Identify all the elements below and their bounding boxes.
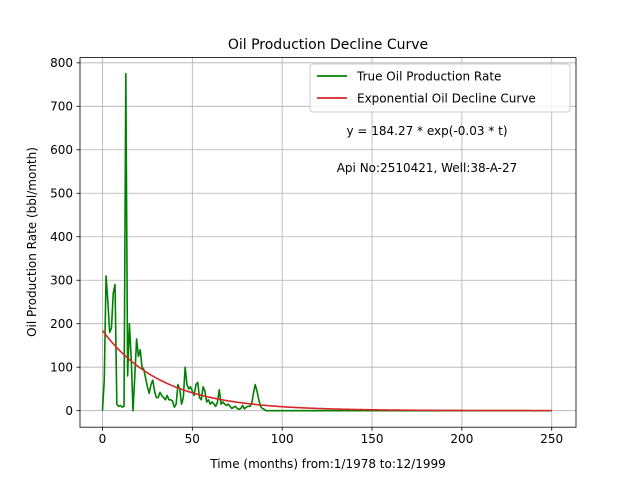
y-tick-label: 700 <box>50 100 73 114</box>
y-tick-label: 500 <box>50 187 73 201</box>
series-layer <box>101 72 552 412</box>
x-tick-label: 250 <box>540 432 563 446</box>
y-tick-label: 400 <box>50 230 73 244</box>
well-info-annotation: Api No:2510421, Well:38-A-27 <box>337 161 518 175</box>
legend-label-exponential-decline: Exponential Oil Decline Curve <box>357 92 536 106</box>
fit-equation-annotation: y = 184.27 * exp(-0.03 * t) <box>346 124 507 138</box>
y-tick-label: 800 <box>50 56 73 70</box>
legend-box <box>309 63 571 113</box>
x-ticks: 0 50 100 150 200 250 <box>99 427 563 446</box>
y-tick-label: 200 <box>50 317 73 331</box>
x-axis-label: Time (months) from:1/1978 to:12/1999 <box>209 457 446 471</box>
x-tick-label: 0 <box>99 432 107 446</box>
y-tick-label: 300 <box>50 274 73 288</box>
chart-title: Oil Production Decline Curve <box>228 37 428 53</box>
y-ticks: 0 100 200 300 400 500 600 700 800 <box>50 56 80 418</box>
x-tick-label: 50 <box>185 432 200 446</box>
x-tick-label: 150 <box>361 432 384 446</box>
y-tick-label: 100 <box>50 360 73 374</box>
legend: True Oil Production Rate Exponential Oil… <box>309 63 571 113</box>
y-tick-label: 0 <box>65 404 73 418</box>
y-axis-label: Oil Production Rate (bbl/month) <box>25 147 39 337</box>
legend-label-true-production: True Oil Production Rate <box>356 70 501 84</box>
plot-frame <box>79 57 577 428</box>
y-tick-label: 600 <box>50 143 73 157</box>
series-exponential-decline-line <box>101 330 552 412</box>
x-tick-label: 100 <box>271 432 294 446</box>
x-tick-label: 200 <box>450 432 473 446</box>
